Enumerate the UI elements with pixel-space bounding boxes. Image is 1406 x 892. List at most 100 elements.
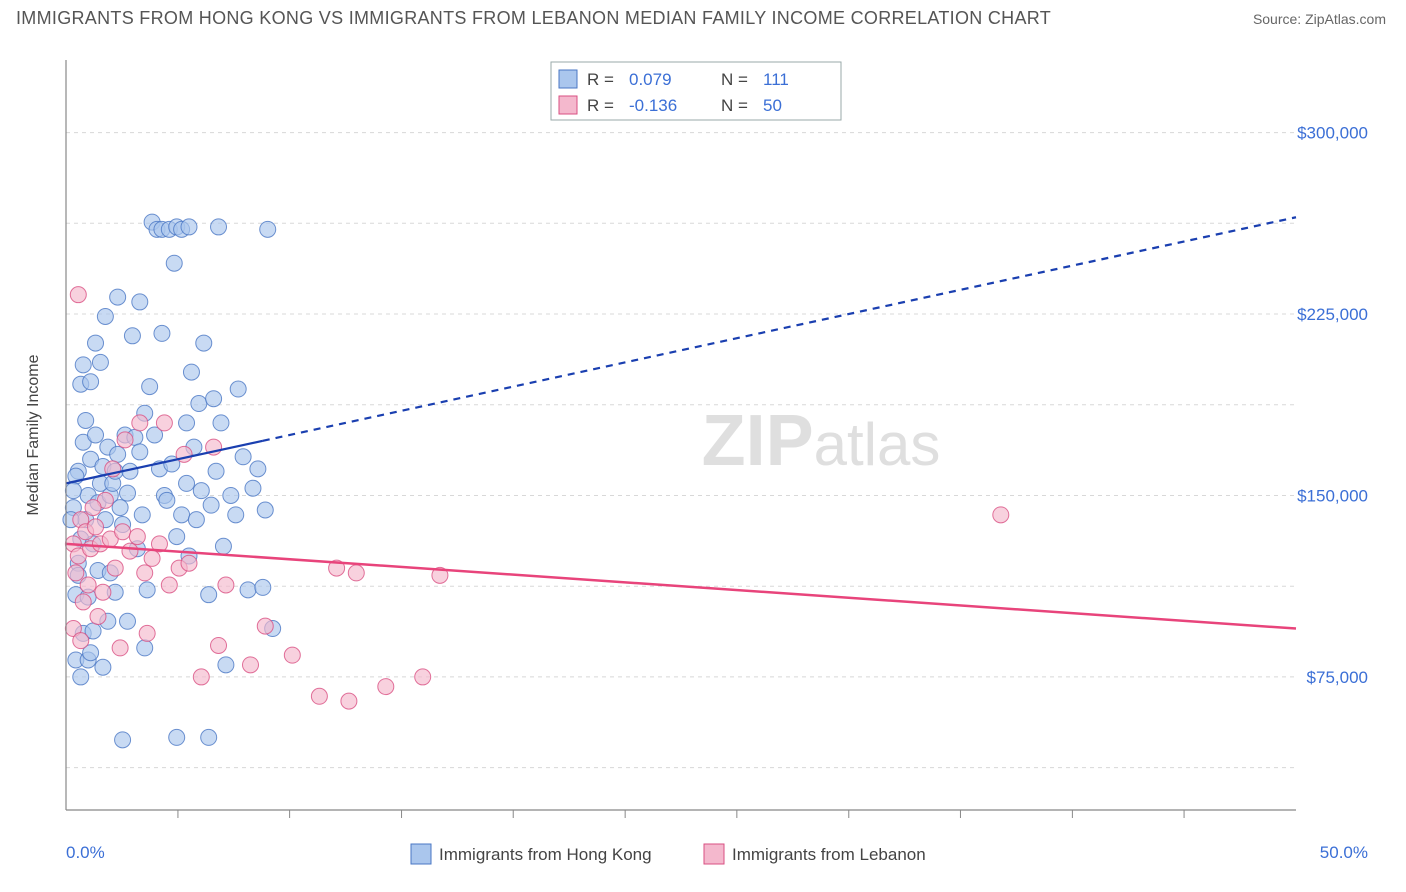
data-point (144, 550, 160, 566)
data-point (211, 219, 227, 235)
data-point (122, 543, 138, 559)
data-point (250, 461, 266, 477)
data-point (223, 487, 239, 503)
y-tick-label: $150,000 (1297, 486, 1368, 505)
source-attribution: Source: ZipAtlas.com (1253, 11, 1386, 27)
data-point (112, 500, 128, 516)
legend-swatch (704, 844, 724, 864)
data-point (97, 308, 113, 324)
data-point (415, 669, 431, 685)
data-point (112, 640, 128, 656)
legend-n-label: N = (721, 96, 748, 115)
data-point (132, 294, 148, 310)
data-point (115, 732, 131, 748)
data-point (68, 565, 84, 581)
data-point (156, 415, 172, 431)
legend-n-label: N = (721, 70, 748, 89)
data-point (95, 584, 111, 600)
legend-series-label: Immigrants from Lebanon (732, 845, 926, 864)
data-point (73, 669, 89, 685)
legend-n-value: 50 (763, 96, 782, 115)
y-tick-label: $300,000 (1297, 124, 1368, 143)
y-tick-label: $75,000 (1307, 668, 1368, 687)
data-point (240, 582, 256, 598)
data-point (110, 289, 126, 305)
data-point (75, 594, 91, 610)
x-axis-left-label: 0.0% (66, 843, 105, 862)
data-point (211, 637, 227, 653)
legend-r-label: R = (587, 96, 614, 115)
data-point (193, 669, 209, 685)
data-point (208, 463, 224, 479)
data-point (92, 354, 108, 370)
y-axis-label: Median Family Income (25, 354, 42, 515)
data-point (255, 579, 271, 595)
data-point (110, 446, 126, 462)
data-point (174, 507, 190, 523)
data-point (95, 659, 111, 675)
data-point (117, 432, 133, 448)
watermark: ZIPatlas (702, 401, 941, 481)
data-point (85, 500, 101, 516)
data-point (284, 647, 300, 663)
legend-swatch (559, 70, 577, 88)
data-point (137, 640, 153, 656)
data-point (215, 538, 231, 554)
data-point (235, 449, 251, 465)
data-point (80, 577, 96, 593)
data-point (65, 483, 81, 499)
data-point (228, 507, 244, 523)
data-point (181, 219, 197, 235)
data-point (257, 502, 273, 518)
correlation-scatter-chart: ZIPatlas $75,000 $150,000 $225,000 $300,000 M… (16, 40, 1390, 876)
legend-swatch (559, 96, 577, 114)
data-point (90, 608, 106, 624)
data-point (88, 519, 104, 535)
legend-r-label: R = (587, 70, 614, 89)
data-point (196, 335, 212, 351)
x-axis-right-label: 50.0% (1320, 843, 1368, 862)
chart-title: IMMIGRANTS FROM HONG KONG VS IMMIGRANTS … (16, 8, 1051, 29)
data-point (75, 357, 91, 373)
data-point (115, 524, 131, 540)
data-point (993, 507, 1009, 523)
y-tick-label: $225,000 (1297, 305, 1368, 324)
data-point (129, 529, 145, 545)
chart-container: ZIPatlas $75,000 $150,000 $225,000 $300,000 M… (16, 40, 1390, 876)
data-point (88, 427, 104, 443)
data-point (73, 633, 89, 649)
data-point (169, 529, 185, 545)
data-point (218, 577, 234, 593)
data-point (378, 679, 394, 695)
legend-n-value: 111 (763, 70, 789, 89)
data-point (120, 485, 136, 501)
legend-r-value: 0.079 (629, 70, 672, 89)
data-point (70, 287, 86, 303)
data-point (134, 507, 150, 523)
data-point (179, 415, 195, 431)
header: IMMIGRANTS FROM HONG KONG VS IMMIGRANTS … (0, 0, 1406, 33)
data-point (245, 480, 261, 496)
data-point (213, 415, 229, 431)
data-point (201, 729, 217, 745)
legend-swatch (411, 844, 431, 864)
data-point (206, 391, 222, 407)
data-point (218, 657, 234, 673)
data-point (230, 381, 246, 397)
data-point (161, 577, 177, 593)
data-point (132, 415, 148, 431)
data-point (142, 379, 158, 395)
data-point (83, 374, 99, 390)
data-point (139, 625, 155, 641)
data-point (341, 693, 357, 709)
data-point (159, 492, 175, 508)
data-point (166, 255, 182, 271)
data-point (78, 412, 94, 428)
data-point (154, 325, 170, 341)
data-point (193, 483, 209, 499)
legend-r-value: -0.136 (629, 96, 677, 115)
data-point (139, 582, 155, 598)
data-point (201, 587, 217, 603)
data-point (132, 444, 148, 460)
data-point (181, 555, 197, 571)
